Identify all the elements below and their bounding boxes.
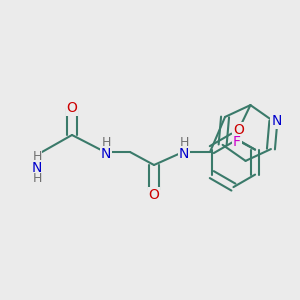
Text: H: H bbox=[101, 136, 111, 148]
Text: N: N bbox=[32, 161, 42, 175]
Text: H: H bbox=[32, 172, 42, 185]
Text: H: H bbox=[32, 151, 42, 164]
Text: F: F bbox=[233, 135, 241, 148]
Text: N: N bbox=[271, 114, 282, 128]
Text: N: N bbox=[101, 147, 111, 161]
Text: O: O bbox=[148, 188, 159, 202]
Text: O: O bbox=[233, 123, 244, 137]
Text: H: H bbox=[179, 136, 189, 148]
Text: O: O bbox=[67, 101, 77, 115]
Text: N: N bbox=[179, 147, 189, 161]
